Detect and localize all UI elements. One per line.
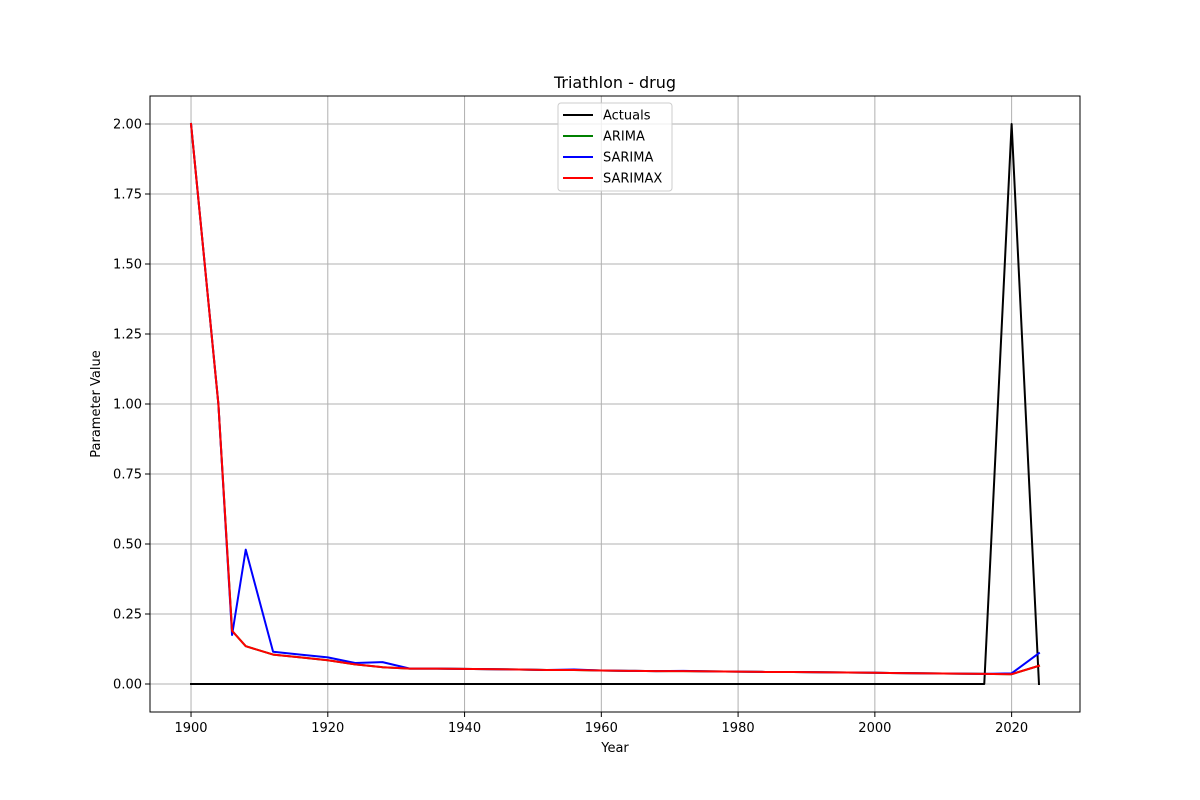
y-tick-label: 1.00 xyxy=(113,398,142,413)
chart-title: Triathlon - drug xyxy=(553,73,676,92)
x-tick-label: 1940 xyxy=(448,721,481,736)
x-axis-label: Year xyxy=(600,741,629,756)
y-tick-label: 0.75 xyxy=(113,468,142,483)
y-tick-label: 2.00 xyxy=(113,118,142,133)
y-axis: 0.00 0.25 0.50 0.75 1.00 1.25 1.50 1.75 2.00 xyxy=(113,118,150,693)
legend-label-arima: ARIMA xyxy=(603,130,645,145)
x-tick-label: 2020 xyxy=(995,721,1028,736)
series-line-actuals xyxy=(190,123,1041,686)
legend-label-actuals: Actuals xyxy=(603,109,651,124)
legend: Actuals ARIMA SARIMA SARIMAX xyxy=(557,102,673,192)
y-tick-label: 1.75 xyxy=(113,188,142,203)
x-tick-label: 2000 xyxy=(858,721,891,736)
x-axis: 1900 1920 1940 1960 1980 2000 2020 xyxy=(174,712,1028,736)
series-lines xyxy=(189,122,1041,686)
y-axis-label: Parameter Value xyxy=(89,350,104,457)
legend-box xyxy=(557,102,673,192)
x-tick-label: 1900 xyxy=(174,721,207,736)
y-tick-label: 0.00 xyxy=(113,678,142,693)
legend-label-sarimax: SARIMAX xyxy=(603,172,662,187)
y-tick-label: 1.25 xyxy=(113,328,142,343)
y-tick-label: 0.25 xyxy=(113,608,142,623)
y-tick-label: 1.50 xyxy=(113,258,142,273)
x-tick-label: 1920 xyxy=(311,721,344,736)
series-line-sarimax xyxy=(189,122,1041,676)
y-tick-label: 0.50 xyxy=(113,538,142,553)
legend-label-sarima: SARIMA xyxy=(603,151,653,166)
x-tick-label: 1960 xyxy=(585,721,618,736)
x-tick-label: 1980 xyxy=(722,721,755,736)
